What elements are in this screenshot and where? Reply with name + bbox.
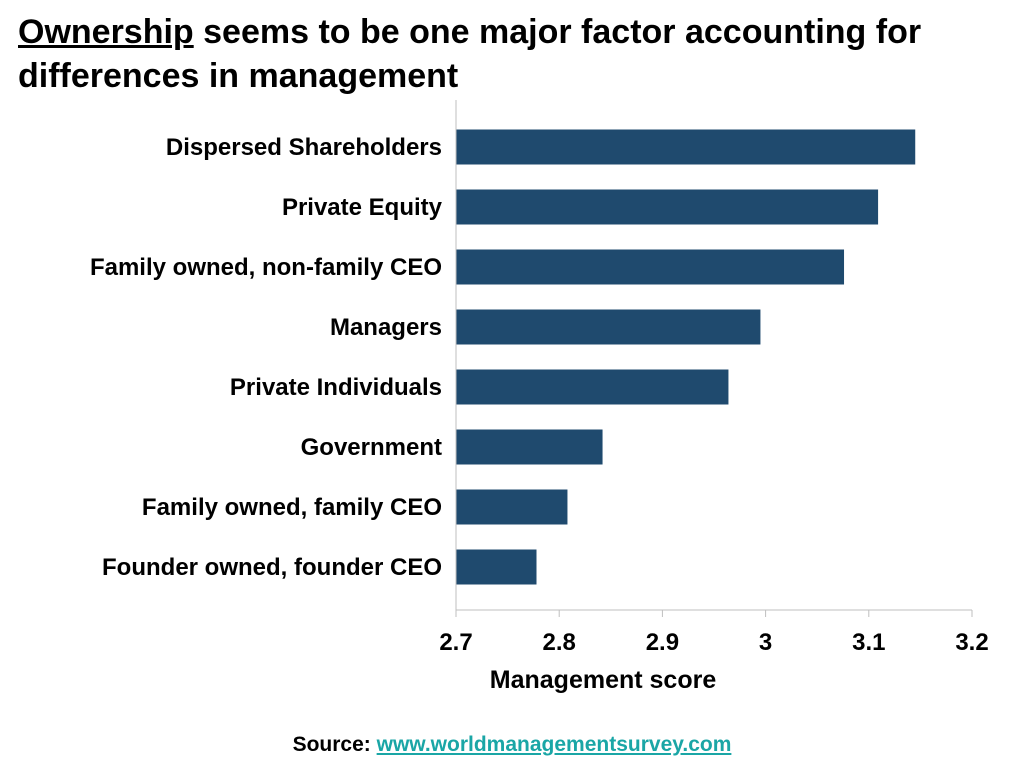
category-labels: Dispersed Shareholders Private Equity Fami… (90, 134, 443, 581)
source-label: Source: (292, 733, 371, 756)
bar-chart: Dispersed Shareholders Private Equity Fami… (90, 100, 989, 694)
x-tick-label-2: 2.8 (543, 629, 576, 656)
x-axis-title: Management score (490, 666, 717, 694)
category-label-5: Private Individuals (230, 374, 442, 401)
source-line: Source: www.worldmanagementsurvey.com (0, 733, 1024, 757)
x-tick-label-6: 3.2 (955, 629, 988, 656)
bar-2 (456, 189, 879, 225)
x-tick-label-4: 3 (759, 629, 772, 656)
bar-4 (456, 309, 761, 345)
bar-1 (456, 129, 916, 165)
bars (456, 129, 916, 585)
x-tick-label-3: 2.9 (646, 629, 679, 656)
x-axis: 2.7 2.8 2.9 3 3.1 3.2 (439, 100, 989, 656)
chart-title: Ownership seems to be one major factor a… (18, 10, 1008, 98)
bar-3 (456, 249, 845, 285)
title-emphasis: Ownership (18, 13, 194, 51)
bar-8 (456, 549, 537, 585)
category-label-1: Dispersed Shareholders (166, 134, 442, 161)
category-label-8: Founder owned, founder CEO (102, 554, 442, 581)
category-label-2: Private Equity (282, 194, 443, 221)
category-label-4: Managers (330, 314, 442, 341)
source-link[interactable]: www.worldmanagementsurvey.com (376, 733, 732, 756)
x-tick-label-5: 3.1 (852, 629, 885, 656)
bar-7 (456, 489, 568, 525)
title-rest: seems to be one major factor accounting … (18, 13, 922, 95)
category-label-7: Family owned, family CEO (142, 494, 442, 521)
x-tick-label-1: 2.7 (439, 629, 472, 656)
bar-6 (456, 429, 603, 465)
bar-5 (456, 369, 729, 405)
category-label-3: Family owned, non-family CEO (90, 254, 442, 281)
category-label-6: Government (301, 434, 442, 461)
